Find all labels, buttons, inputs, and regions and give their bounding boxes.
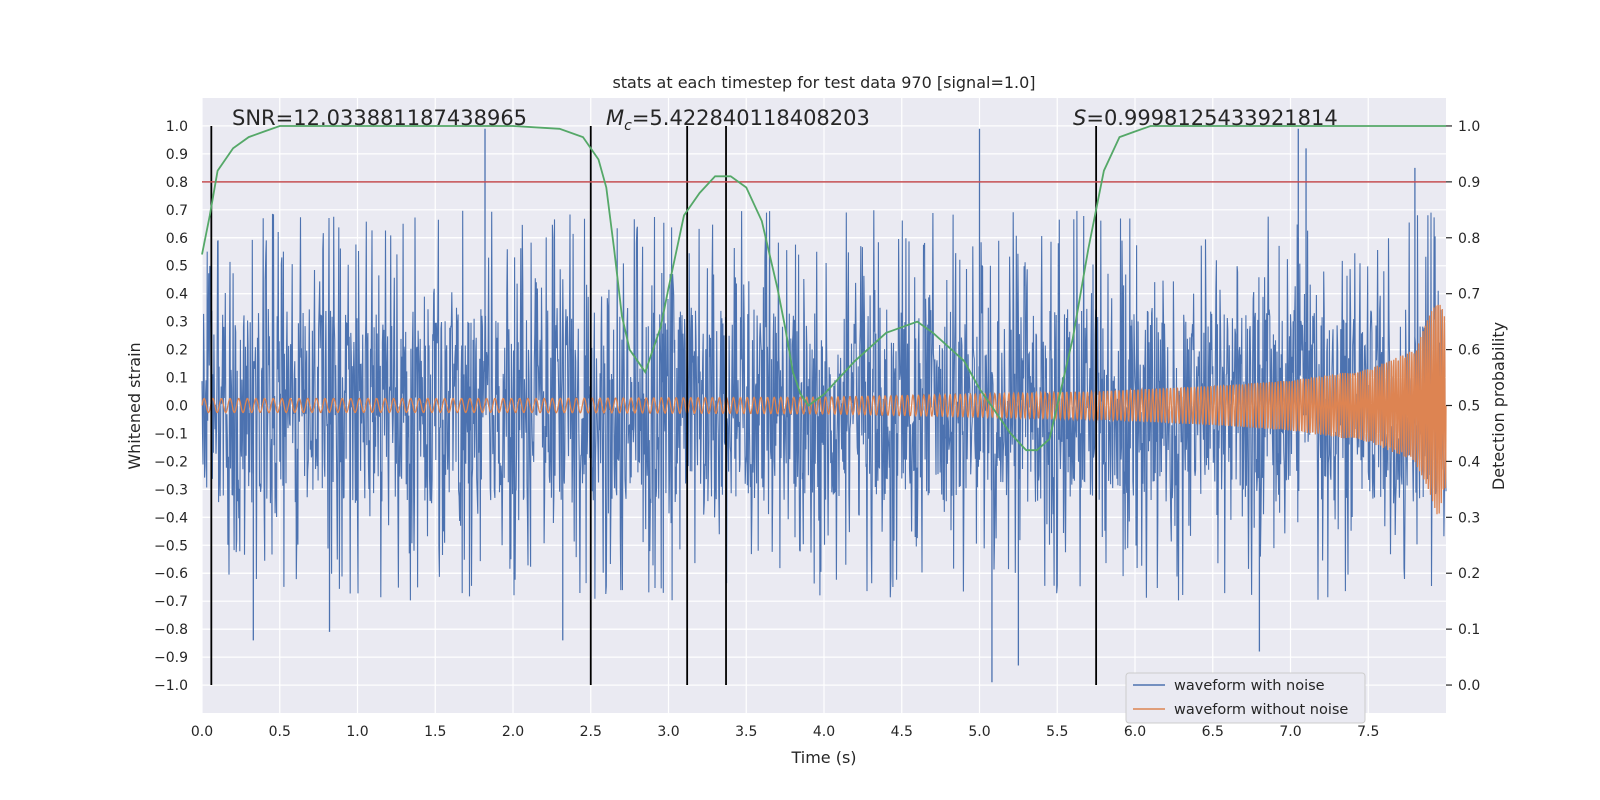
x-tick-label: 4.5 bbox=[891, 724, 913, 740]
y-axis-ticks: 1.0 0.9 0.8 0.7 0.6 0.5 0.4 0.3 0.2 0.1 0.0 −0.1 −0.… bbox=[154, 119, 188, 694]
legend-box bbox=[1125, 672, 1366, 724]
series-detection-probability bbox=[201, 125, 1446, 452]
noisy-waveform-line bbox=[201, 210, 1447, 601]
clean-waveform-line bbox=[201, 304, 1447, 515]
y-tick-label: −0.8 bbox=[154, 622, 188, 638]
x-tick-label: 6.5 bbox=[1202, 724, 1224, 740]
y-tick-label: 0.6 bbox=[166, 231, 188, 247]
chirp-mass-subscript: c bbox=[624, 118, 632, 134]
legend-label-waveform-with-noise: waveform with noise bbox=[1174, 678, 1325, 694]
x-tick-label: 1.5 bbox=[424, 724, 446, 740]
y2-tick-label: 0.9 bbox=[1458, 175, 1480, 191]
x-tick-label: 5.5 bbox=[1046, 724, 1068, 740]
y2-tick-label: 0.0 bbox=[1458, 678, 1480, 694]
y-tick-label: 0.7 bbox=[166, 203, 188, 219]
x-tick-label: 4.0 bbox=[813, 724, 835, 740]
y-tick-label: 0.4 bbox=[166, 287, 188, 303]
chirp-mass-value: =5.422840118408203 bbox=[632, 106, 870, 130]
snr-annotation: SNR=12.033881187438965 bbox=[232, 106, 527, 130]
x-tick-label: 3.0 bbox=[657, 724, 679, 740]
x-tick-label: 6.0 bbox=[1124, 724, 1146, 740]
y-tick-label: −0.9 bbox=[154, 650, 188, 666]
y-tick-label: −0.2 bbox=[154, 454, 188, 470]
y-tick-label: −1.0 bbox=[154, 678, 188, 694]
y-tick-label: −0.4 bbox=[154, 510, 188, 526]
y2-tick-label: 0.7 bbox=[1458, 287, 1480, 303]
score-value: =0.9998125433921814 bbox=[1086, 106, 1337, 130]
y2-tick-label: 1.0 bbox=[1458, 119, 1480, 135]
x-tick-label: 1.0 bbox=[346, 724, 368, 740]
y2-tick-label: 0.2 bbox=[1458, 566, 1480, 582]
y-tick-label: 0.2 bbox=[166, 343, 188, 359]
x-tick-label: 0.0 bbox=[191, 724, 213, 740]
y2-tick-label: 0.8 bbox=[1458, 231, 1480, 247]
y2-tick-label: 0.1 bbox=[1458, 622, 1480, 638]
y-tick-label: 1.0 bbox=[166, 119, 188, 135]
x-tick-label: 7.0 bbox=[1279, 724, 1301, 740]
y2-axis-ticks: 1.0 0.9 0.8 0.7 0.6 0.5 0.4 0.3 0.2 0.1 0.0 bbox=[1446, 119, 1480, 694]
y-tick-label: −0.1 bbox=[154, 426, 188, 442]
x-tick-label: 3.5 bbox=[735, 724, 757, 740]
series-waveform-without-noise bbox=[201, 304, 1447, 515]
y2-axis-label: Detection probability bbox=[1489, 322, 1508, 490]
vertical-markers bbox=[210, 125, 1098, 686]
x-tick-label: 2.0 bbox=[502, 724, 524, 740]
y-tick-label: −0.3 bbox=[154, 482, 188, 498]
y-tick-label: −0.7 bbox=[154, 594, 188, 610]
y-tick-label: 0.3 bbox=[166, 315, 188, 331]
legend-label-waveform-without-noise: waveform without noise bbox=[1174, 702, 1348, 718]
y2-tick-label: 0.6 bbox=[1458, 343, 1480, 359]
chirp-mass-symbol: M bbox=[606, 106, 624, 130]
x-axis-ticks: 0.0 0.5 1.0 1.5 2.0 2.5 3.0 3.5 4.0 4.5 5.0 5.5 6.0 6… bbox=[191, 724, 1380, 740]
detection-probability-line bbox=[201, 125, 1446, 452]
score-symbol: S bbox=[1073, 106, 1086, 130]
y-tick-label: 0.8 bbox=[166, 175, 188, 191]
chart-title: stats at each timestep for test data 970… bbox=[612, 73, 1035, 92]
score-annotation: S=0.9998125433921814 bbox=[1073, 106, 1338, 130]
x-tick-label: 7.5 bbox=[1357, 724, 1379, 740]
y-tick-label: −0.5 bbox=[154, 538, 188, 554]
y-axis-label: Whitened strain bbox=[125, 342, 144, 469]
x-axis-label: Time (s) bbox=[790, 748, 856, 767]
series-waveform-with-noise bbox=[201, 128, 1447, 683]
y-tick-label: 0.5 bbox=[166, 259, 188, 275]
legend: waveform with noise waveform without noi… bbox=[1125, 672, 1366, 724]
y2-tick-label: 0.5 bbox=[1458, 399, 1480, 415]
x-tick-label: 0.5 bbox=[269, 724, 291, 740]
x-tick-label: 5.0 bbox=[968, 724, 990, 740]
y-tick-label: 0.1 bbox=[166, 371, 188, 387]
y2-tick-label: 0.4 bbox=[1458, 454, 1480, 470]
y-tick-label: 0.9 bbox=[166, 147, 188, 163]
chirp-mass-annotation: Mc=5.422840118408203 bbox=[606, 106, 870, 134]
y-tick-label: 0.0 bbox=[166, 399, 188, 415]
x-tick-label: 2.5 bbox=[580, 724, 602, 740]
y2-tick-label: 0.3 bbox=[1458, 510, 1480, 526]
y-tick-label: −0.6 bbox=[154, 566, 188, 582]
